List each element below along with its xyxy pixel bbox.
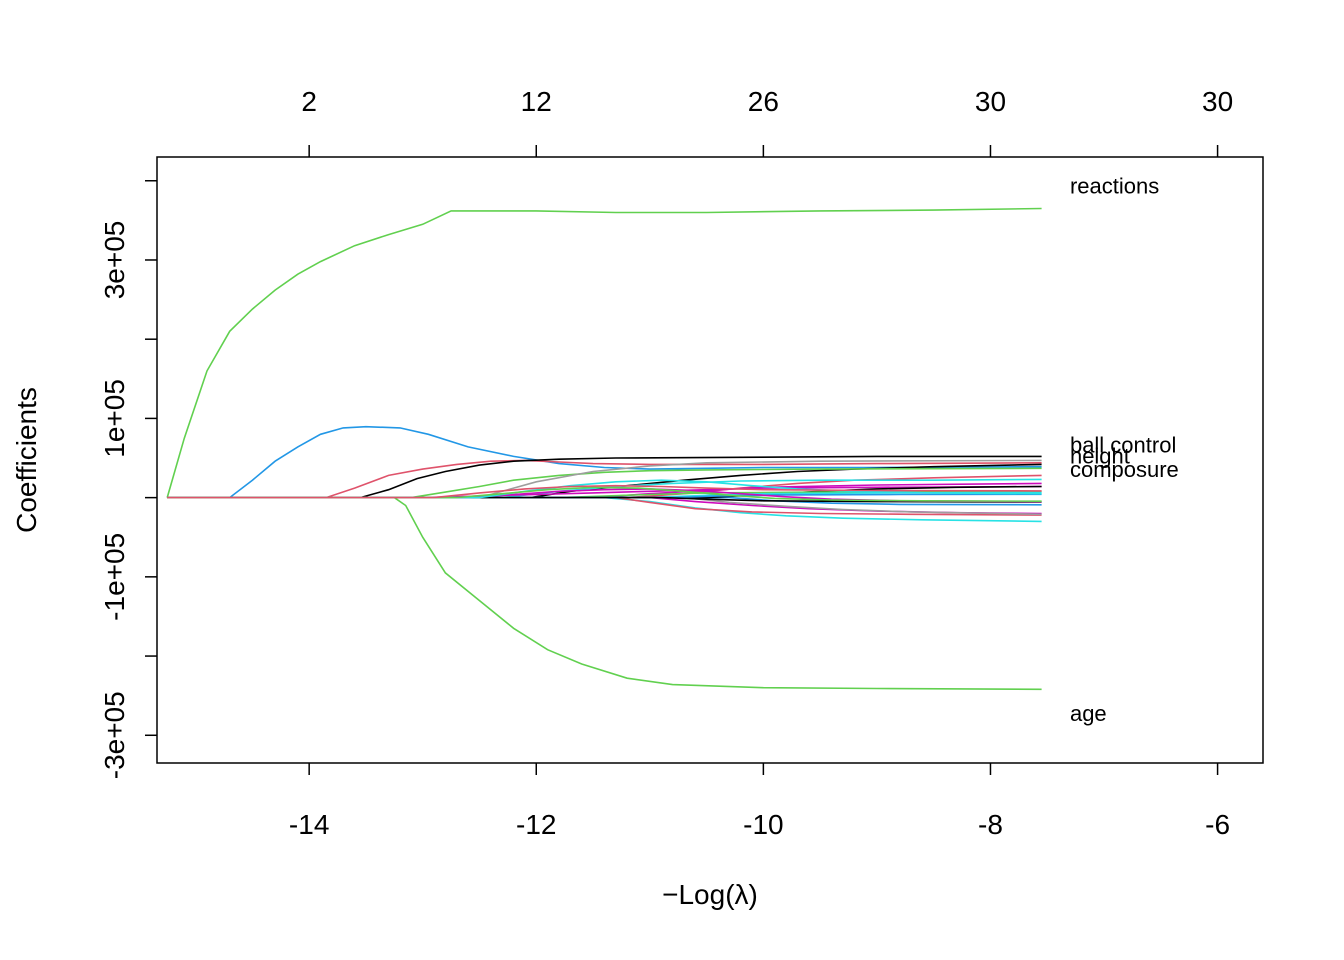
series-line-s-black — [167, 455, 1042, 499]
y-tick-label: 1e+05 — [99, 379, 130, 458]
series-line-s-black-low — [167, 496, 1042, 503]
series-label: composure — [1070, 457, 1179, 482]
top-tick-label: 12 — [521, 86, 552, 117]
y-axis-title: Coefficients — [11, 387, 42, 533]
series-line-s-red-cross — [167, 484, 1042, 499]
series-line-reactions — [166, 207, 1042, 498]
top-tick-label: 2 — [301, 86, 317, 117]
top-tick-label: 26 — [748, 86, 779, 117]
series-line-s-red — [167, 459, 1042, 499]
series-line-age — [167, 496, 1042, 691]
x-axis-title: −Log(λ) — [662, 879, 758, 910]
series-lines — [166, 207, 1042, 691]
x-tick-label: -6 — [1205, 809, 1230, 840]
series-line-s-black-mid — [167, 485, 1042, 499]
y-tick-label: -3e+05 — [99, 691, 130, 779]
x-tick-label: -8 — [978, 809, 1003, 840]
y-axis: -3e+05 -1e+05 1e+05 3e+05 — [99, 180, 157, 779]
top-tick-label: 30 — [975, 86, 1006, 117]
series-label: height — [1070, 444, 1130, 469]
series-label: ball control — [1070, 433, 1176, 458]
series-line-s-green-mid — [167, 467, 1042, 499]
x-axis: -14 -12 -10 -8 -6 — [289, 763, 1230, 840]
x-tick-label: -14 — [289, 809, 329, 840]
series-line-s-magenta1 — [167, 485, 1042, 499]
y-tick-label: 3e+05 — [99, 221, 130, 300]
y-tick-label: -1e+05 — [99, 533, 130, 621]
x-axis-title-prefix: − — [662, 879, 678, 910]
plot-frame — [156, 156, 1264, 764]
top-axis: 2 12 26 30 30 — [301, 86, 1233, 157]
series-label: reactions — [1070, 174, 1159, 199]
top-tick-label: 30 — [1202, 86, 1233, 117]
x-tick-label: -12 — [516, 809, 556, 840]
series-line-s-green-cross — [167, 486, 1042, 502]
series-line-s-blue — [167, 425, 1042, 499]
x-axis-title-main: Log(λ) — [678, 879, 757, 910]
x-tick-label: -10 — [743, 809, 783, 840]
series-label: age — [1070, 701, 1107, 726]
